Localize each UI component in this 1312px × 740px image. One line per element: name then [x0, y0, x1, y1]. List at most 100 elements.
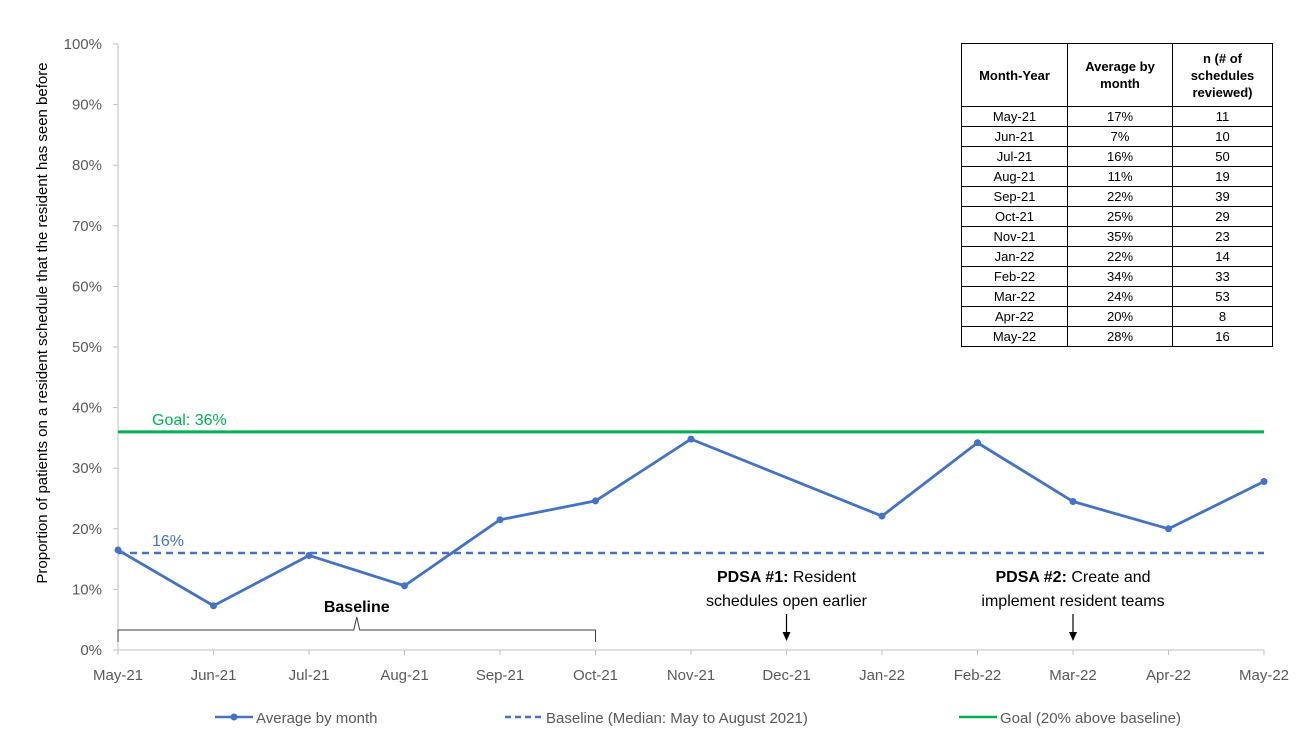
- table-row: Aug-21 11% 19: [961, 166, 1273, 187]
- pdsa2-arrow-icon: [1069, 614, 1077, 641]
- table-row: Feb-22 34% 33: [961, 266, 1273, 287]
- table-cell-month: Sep-21: [961, 186, 1068, 207]
- data-point: [687, 435, 695, 443]
- arrow-head: [782, 632, 791, 641]
- pdsa2-annotation-line2: implement resident teams: [981, 593, 1164, 610]
- table-cell-month: Jun-21: [961, 126, 1068, 147]
- table-header-n: n (# of schedules reviewed): [1172, 43, 1273, 107]
- table-cell-n: 8: [1172, 306, 1273, 327]
- data-point: [592, 497, 599, 505]
- baseline-value-label: 16%: [152, 533, 184, 550]
- table-cell-month: Jan-22: [961, 246, 1068, 267]
- table-row: Apr-22 20% 8: [961, 306, 1273, 327]
- table-row: Nov-21 35% 23: [961, 226, 1273, 247]
- y-tick-label: 60%: [72, 278, 102, 295]
- table-cell-month: Jul-21: [961, 146, 1068, 167]
- x-tick-label: Mar-22: [1049, 667, 1097, 684]
- x-tick-label: May-22: [1239, 667, 1289, 684]
- table-header-month-year: Month-Year: [961, 43, 1068, 107]
- table-cell-n: 50: [1172, 146, 1273, 167]
- table-cell-n: 16: [1172, 326, 1273, 347]
- data-point: [114, 546, 122, 554]
- table-row: Oct-21 25% 29: [961, 206, 1273, 227]
- table-cell-average: 7%: [1067, 126, 1173, 147]
- table-cell-month: Aug-21: [961, 166, 1068, 187]
- x-tick-label: Nov-21: [667, 667, 715, 684]
- table-row: May-21 17% 11: [961, 106, 1273, 127]
- y-tick-label: 0%: [80, 642, 102, 659]
- legend-item-goal: Goal (20% above baseline): [959, 710, 1181, 727]
- table-row: Jun-21 7% 10: [961, 126, 1273, 147]
- x-tick-label: Jun-21: [191, 667, 237, 684]
- y-tick-label: 80%: [72, 157, 102, 174]
- legend-label-average: Average by month: [256, 710, 377, 727]
- x-tick-label: Sep-21: [476, 667, 524, 684]
- y-tick-label: 20%: [72, 521, 102, 538]
- x-tick-label: Dec-21: [762, 667, 810, 684]
- table-cell-n: 39: [1172, 186, 1273, 207]
- arrow-head: [1069, 632, 1077, 641]
- table-cell-n: 29: [1172, 206, 1273, 227]
- table-row: Sep-21 22% 39: [961, 186, 1273, 207]
- data-point: [1165, 525, 1172, 533]
- data-point: [496, 516, 504, 524]
- y-tick-label: 30%: [72, 460, 102, 477]
- x-tick-label: Feb-22: [954, 667, 1002, 684]
- table-cell-month: Mar-22: [961, 286, 1068, 307]
- legend-label-baseline: Baseline (Median: May to August 2021): [546, 710, 808, 727]
- table-cell-average: 25%: [1067, 206, 1173, 227]
- data-point: [1260, 478, 1268, 486]
- table-cell-n: 14: [1172, 246, 1273, 267]
- legend-item-average: Average by month: [215, 710, 377, 727]
- y-tick-label: 40%: [72, 400, 102, 417]
- pdsa1-annotation-line1: PDSA #1: Resident: [717, 569, 857, 586]
- table-cell-average: 17%: [1067, 106, 1173, 127]
- data-point: [305, 551, 313, 559]
- table-cell-average: 28%: [1067, 326, 1173, 347]
- baseline-brace: [117, 616, 596, 642]
- series-average-by-month: [114, 435, 1268, 610]
- table-cell-n: 10: [1172, 126, 1273, 147]
- goal-value-label: Goal: 36%: [152, 412, 227, 429]
- table-cell-average: 35%: [1067, 226, 1173, 247]
- table-cell-month: May-22: [961, 326, 1068, 347]
- pdsa1-annotation-line2: schedules open earlier: [706, 593, 868, 610]
- x-tick-label: Apr-22: [1146, 667, 1191, 684]
- table-cell-month: Nov-21: [961, 226, 1068, 247]
- pdsa2-annotation-line1: PDSA #2: Create and: [995, 569, 1150, 586]
- x-tick-label: Jul-21: [289, 667, 330, 684]
- table-cell-average: 11%: [1067, 166, 1173, 187]
- legend-item-baseline: Baseline (Median: May to August 2021): [505, 710, 808, 727]
- data-table: Month-Year Average by month n (# of schedu…: [961, 43, 1273, 347]
- legend-label-goal: Goal (20% above baseline): [1000, 710, 1181, 727]
- table-cell-month: May-21: [961, 106, 1068, 127]
- baseline-annotation-label: Baseline: [324, 599, 390, 616]
- y-tick-label: 90%: [72, 97, 102, 114]
- x-tick-label: May-21: [93, 667, 143, 684]
- reference-lines: 16% Goal: 36%: [118, 412, 1264, 555]
- table-cell-average: 34%: [1067, 266, 1173, 287]
- pdsa2-line1-text: Create and: [1067, 569, 1151, 586]
- y-tick-labels: 0% 10% 20% 30% 40% 50% 60% 70% 80% 90% 100%: [64, 36, 102, 659]
- pdsa1-line1-text: Resident: [788, 569, 856, 586]
- data-point: [974, 439, 981, 447]
- table-cell-average: 22%: [1067, 186, 1173, 207]
- table-cell-n: 23: [1172, 226, 1273, 247]
- y-tick-label: 100%: [64, 36, 102, 53]
- table-row: Jan-22 22% 14: [961, 246, 1273, 267]
- table-cell-n: 11: [1172, 106, 1273, 127]
- data-point: [878, 512, 886, 520]
- table-cell-month: Oct-21: [961, 206, 1068, 227]
- pdsa1-bold: PDSA #1:: [717, 569, 788, 586]
- series-line: [117, 437, 1265, 608]
- table-cell-average: 20%: [1067, 306, 1173, 327]
- table-cell-n: 53: [1172, 286, 1273, 307]
- table-cell-month: Apr-22: [961, 306, 1068, 327]
- table-cell-average: 24%: [1067, 286, 1173, 307]
- pdsa2-bold: PDSA #2:: [995, 569, 1066, 586]
- pdsa1-arrow-icon: [782, 614, 791, 641]
- table-cell-month: Feb-22: [961, 266, 1068, 287]
- y-tick-label: 70%: [72, 218, 102, 235]
- data-point: [1069, 498, 1077, 506]
